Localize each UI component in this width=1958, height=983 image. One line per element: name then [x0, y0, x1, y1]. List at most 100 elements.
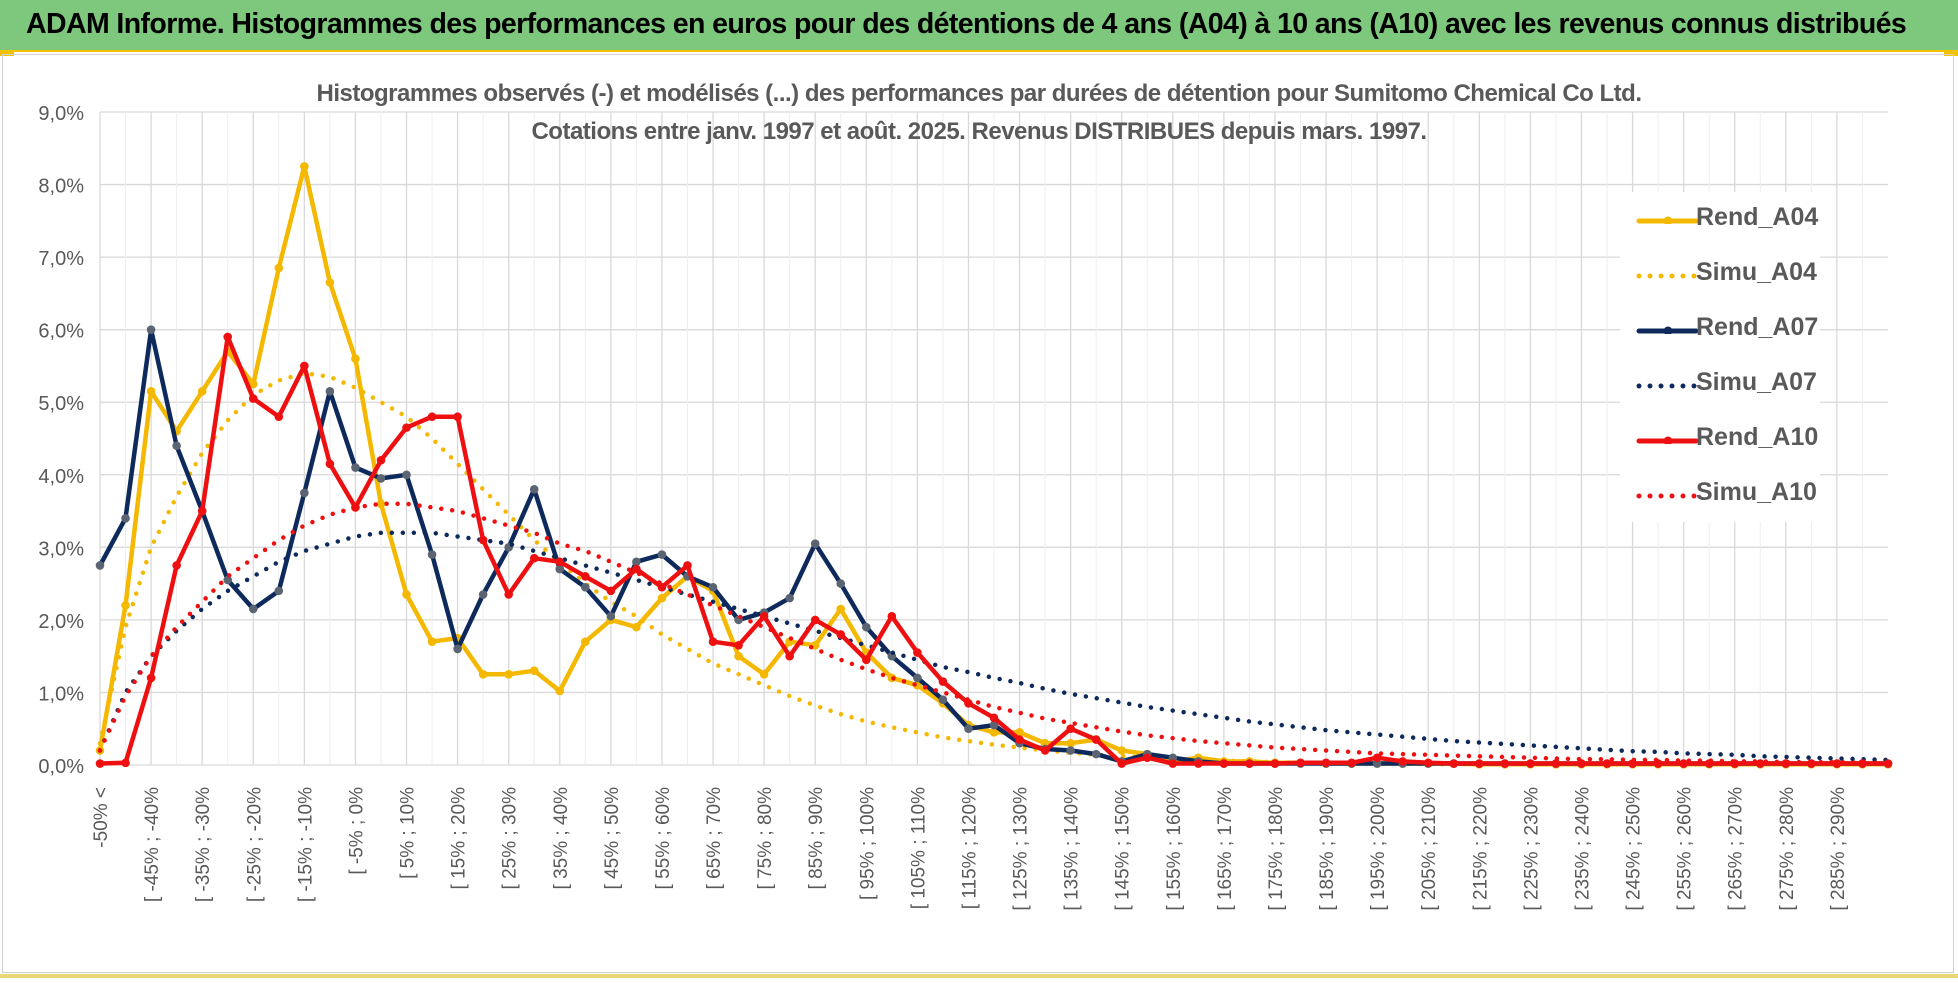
rend-a10-point — [1015, 735, 1024, 744]
rend-a10-point — [989, 713, 999, 723]
rend-a07-point — [657, 550, 667, 559]
rend-a04-point — [121, 601, 130, 610]
x-tick-label: [ 75% ; 80% — [755, 787, 776, 890]
rend-a07-point — [606, 611, 616, 621]
x-tick-label: [ 85% ; 90% — [806, 787, 827, 890]
footer-line — [0, 974, 1958, 978]
rend-a10-point — [146, 673, 156, 683]
y-tick-label: 2,0% — [38, 611, 84, 633]
legend-swatch-marker — [1663, 436, 1673, 444]
legend-swatch — [1636, 326, 1699, 334]
rend-a07-point — [121, 514, 130, 523]
x-tick-label: [ 275% ; 280% — [1777, 787, 1798, 911]
legend-swatch-marker — [1663, 326, 1673, 334]
y-tick-label: 3,0% — [38, 538, 84, 560]
x-tick-label: [ 225% ; 230% — [1521, 787, 1542, 911]
legend-label: Rend_A04 — [1696, 203, 1819, 231]
y-tick-label: 7,0% — [38, 248, 84, 270]
rend-a10-point — [1245, 759, 1254, 768]
rend-a07-point — [964, 724, 973, 734]
rend-a10-point — [402, 423, 411, 432]
rend-a04-point — [351, 354, 360, 363]
x-tick-label: [ -15% ; -10% — [295, 787, 316, 902]
rend-a07-point — [402, 470, 411, 480]
x-tick-label: [ 125% ; 130% — [1011, 787, 1032, 911]
rend-a04-point — [657, 593, 667, 603]
rend-a07-point — [146, 325, 156, 334]
rend-a10-point — [504, 590, 513, 599]
rend-a07-point — [172, 441, 181, 451]
chart-title: Histogrammes observés (-) et modélisés (… — [316, 80, 1642, 107]
x-tick-label: [ 265% ; 270% — [1726, 787, 1747, 911]
rend-a07-point — [351, 463, 360, 472]
rend-a10-point — [1321, 758, 1331, 768]
chart-legend: Rend_A04 Simu_A04 Rend_A07 Simu_A07 Rend_A10… — [1620, 192, 1820, 522]
legend-label: Simu_A10 — [1696, 478, 1817, 506]
x-tick-label: [ 135% ; 140% — [1062, 787, 1083, 911]
simu-a10-line — [97, 501, 1891, 766]
x-tick-label: [ 55% ; 60% — [653, 787, 674, 890]
rend-a10-point — [1270, 759, 1280, 768]
rend-a10-point — [248, 394, 258, 403]
rend-a10-point — [453, 412, 462, 422]
x-tick-label: [ 165% ; 170% — [1215, 787, 1236, 911]
rend-a04-point — [300, 162, 309, 171]
legend-swatch — [1636, 273, 1699, 279]
rend-a04-point — [325, 278, 335, 287]
legend-swatch — [1636, 216, 1699, 224]
rend-a10-point — [274, 412, 284, 422]
rend-a10-point — [1755, 759, 1765, 768]
rend-a10-point — [1449, 759, 1459, 768]
x-tick-label: [ 5% ; 10% — [398, 787, 419, 879]
y-tick-label: 1,0% — [38, 683, 84, 705]
x-tick-label: -50% < — [91, 787, 112, 848]
x-tick-label: [ 215% ; 220% — [1470, 787, 1491, 911]
rend-a10-point — [1832, 759, 1842, 768]
rend-a10-point — [555, 557, 565, 567]
x-tick-label: [ -5% ; 0% — [346, 787, 367, 875]
rend-a10-point — [683, 561, 692, 570]
rend-a10-point — [1526, 759, 1535, 768]
legend-item-simu-a04: Simu_A04 — [1620, 247, 1820, 302]
x-tick-label: [ 105% ; 110% — [908, 787, 929, 909]
rend-a07-point — [376, 474, 386, 483]
rend-a10-point — [1194, 759, 1203, 768]
rend-a04-point — [989, 728, 999, 737]
rend-a10-point — [172, 561, 181, 570]
rend-a10-point — [1219, 759, 1229, 768]
rend-a04-point — [1066, 738, 1075, 748]
rend-a04-point — [1117, 746, 1127, 755]
x-tick-label: [ 195% ; 200% — [1368, 787, 1389, 911]
rend-a10-point — [427, 412, 437, 422]
x-tick-label: [ 35% ; 40% — [551, 787, 572, 890]
rend-a07-point — [938, 695, 948, 704]
rend-a04-point — [632, 622, 641, 632]
rend-a04-point — [504, 670, 513, 679]
rend-a04-point — [581, 637, 590, 646]
legend-item-simu-a07: Simu_A07 — [1620, 357, 1820, 412]
rend-a10-point — [1142, 753, 1152, 763]
rend-a04-point — [376, 499, 386, 509]
rend-a10-point — [325, 459, 335, 469]
rend-a10-point — [1347, 758, 1356, 768]
rend-a07-point — [223, 575, 233, 585]
header-bar: ADAM Informe. Histogrammes des performan… — [0, 0, 1958, 52]
rend-a04-point — [555, 686, 565, 696]
rend-a07-point — [1066, 746, 1075, 755]
rend-a10-point — [300, 361, 309, 371]
rend-a07-point — [248, 604, 258, 614]
y-tick-label: 8,0% — [38, 176, 84, 198]
x-tick-label: [ 155% ; 160% — [1164, 787, 1185, 911]
rend-a10-point — [1066, 724, 1075, 734]
rend-a04-point — [402, 590, 411, 599]
rend-a10-point — [1091, 735, 1101, 744]
legend-swatch — [1636, 383, 1699, 389]
rend-a10-point — [1475, 759, 1484, 768]
rend-a10-point — [1117, 759, 1127, 768]
x-tick-label: [ -25% ; -20% — [244, 787, 265, 902]
rend-a04-point — [248, 379, 258, 389]
x-tick-label: [ 95% ; 100% — [857, 787, 878, 900]
rend-a07-point — [325, 387, 335, 396]
rend-a07-point — [913, 673, 922, 683]
